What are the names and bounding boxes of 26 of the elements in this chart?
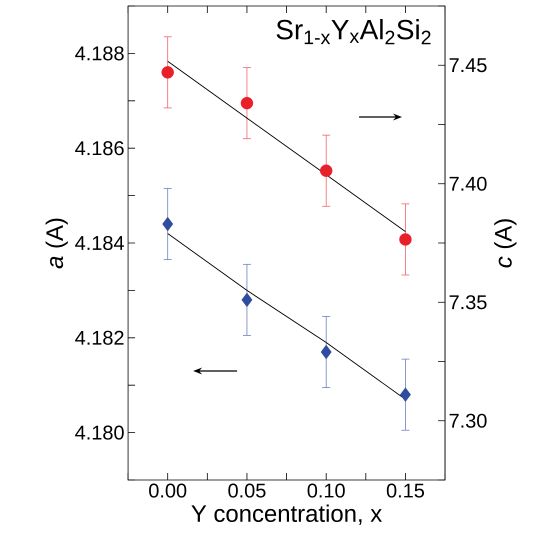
point [399,233,412,246]
y2-tick-label: 7.40 [450,176,487,191]
point [400,387,411,402]
point [161,66,174,79]
x-tick-label: 0.15 [386,484,424,498]
y-tick-label: 4.186 [75,141,124,156]
y-tick-label: 4.182 [75,330,124,345]
point [320,164,332,177]
y2-tick-label: 7.30 [450,414,487,428]
point [240,96,254,110]
y2-tick-label: 7.35 [450,295,487,310]
y-tick-label: 4.188 [75,46,124,60]
y-tick-label: 4.184 [75,236,124,250]
point [162,216,174,232]
x-axis-title: Y concentration, x [191,504,382,525]
chart-title: Sr$_{1-x}$Y$_{x}$Al$_{2}$Si$_{2}$ [276,19,431,44]
y2-tick-label: 7.45 [450,58,487,72]
point [320,344,332,360]
x-tick-label: 0.05 [228,484,266,498]
y-tick-label: 4.180 [75,426,124,440]
y2-axis-title: c (A) [494,219,516,268]
y-axis-title: a (A) [46,218,68,268]
point [241,292,252,308]
x-tick-label: 0.00 [149,484,186,498]
line-series [167,60,406,232]
x-tick-label: 0.10 [308,484,345,498]
